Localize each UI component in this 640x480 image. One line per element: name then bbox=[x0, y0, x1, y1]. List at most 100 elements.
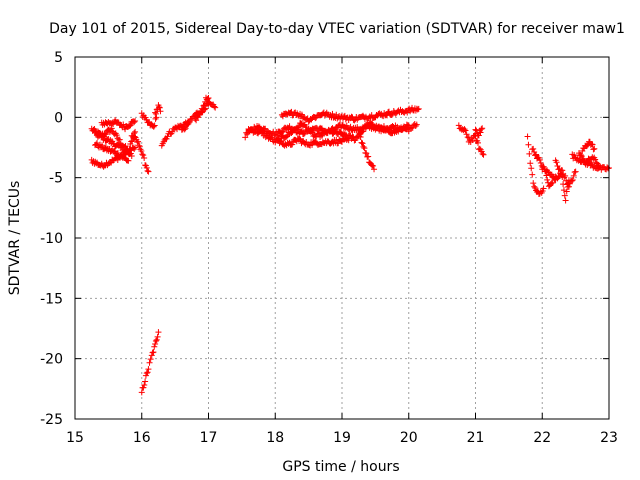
data-point bbox=[132, 117, 139, 124]
data-point bbox=[152, 341, 159, 348]
data-point bbox=[472, 126, 479, 133]
data-point bbox=[415, 105, 422, 112]
data-track-3 bbox=[92, 129, 135, 159]
data-point bbox=[144, 369, 151, 376]
data-point bbox=[531, 183, 538, 190]
data-point bbox=[533, 151, 540, 158]
data-point bbox=[560, 181, 567, 188]
data-point bbox=[132, 144, 139, 151]
data-point bbox=[151, 343, 158, 350]
data-point bbox=[356, 131, 363, 138]
data-point bbox=[537, 160, 544, 167]
data-point bbox=[571, 169, 578, 176]
data-point bbox=[577, 151, 584, 158]
data-point bbox=[114, 119, 121, 126]
data-point bbox=[385, 108, 392, 115]
data-point bbox=[201, 102, 208, 109]
data-point bbox=[318, 132, 325, 139]
data-point bbox=[362, 125, 369, 132]
data-point bbox=[565, 177, 572, 184]
data-point bbox=[143, 164, 150, 171]
data-track-10 bbox=[138, 329, 162, 396]
data-point bbox=[455, 122, 462, 129]
data-point bbox=[126, 122, 133, 129]
x-tick-label: 22 bbox=[533, 430, 551, 446]
data-track-25 bbox=[552, 157, 572, 204]
data-point bbox=[152, 337, 159, 344]
data-point bbox=[571, 152, 578, 159]
data-point bbox=[156, 104, 163, 111]
chart-title: Day 101 of 2015, Sidereal Day-to-day VTE… bbox=[49, 21, 625, 37]
data-point bbox=[572, 168, 579, 175]
data-point bbox=[371, 166, 378, 173]
data-point bbox=[296, 123, 303, 130]
data-points bbox=[88, 94, 612, 396]
data-point bbox=[151, 122, 158, 129]
data-point bbox=[131, 119, 138, 126]
data-point bbox=[588, 160, 595, 167]
data-track-27 bbox=[579, 138, 598, 154]
data-point bbox=[182, 125, 189, 132]
data-point bbox=[559, 173, 566, 180]
data-track-28 bbox=[575, 150, 602, 169]
data-point bbox=[300, 131, 307, 138]
data-point bbox=[128, 152, 135, 159]
data-point bbox=[308, 128, 315, 135]
data-point bbox=[149, 349, 156, 356]
data-track-8 bbox=[138, 110, 160, 130]
data-point bbox=[211, 103, 218, 110]
data-point bbox=[297, 127, 304, 134]
data-point bbox=[591, 145, 598, 152]
y-axis-label: SDTVAR / TECUs bbox=[7, 181, 23, 296]
data-track-21 bbox=[472, 125, 486, 139]
data-point bbox=[528, 165, 535, 172]
x-tick-label: 16 bbox=[133, 430, 151, 446]
data-point bbox=[549, 179, 556, 186]
data-point bbox=[329, 110, 336, 117]
data-point bbox=[138, 148, 145, 155]
data-point bbox=[303, 124, 310, 131]
data-point bbox=[363, 150, 370, 157]
y-tick-label: 0 bbox=[54, 110, 63, 126]
data-point bbox=[564, 184, 571, 191]
data-point bbox=[131, 133, 138, 140]
data-point bbox=[288, 130, 295, 137]
data-point bbox=[357, 133, 364, 140]
data-point bbox=[113, 132, 120, 139]
data-point bbox=[136, 143, 143, 150]
data-track-19 bbox=[455, 122, 472, 141]
data-point bbox=[412, 122, 419, 129]
data-point bbox=[369, 162, 376, 169]
data-point bbox=[150, 123, 157, 130]
data-point bbox=[526, 150, 533, 157]
data-point bbox=[135, 142, 142, 149]
data-point bbox=[152, 110, 159, 117]
data-track-17 bbox=[275, 135, 352, 149]
data-point bbox=[289, 141, 296, 148]
data-track-15 bbox=[245, 119, 412, 146]
data-track-9 bbox=[152, 102, 164, 117]
data-point bbox=[296, 135, 303, 142]
data-point bbox=[405, 122, 412, 129]
axis-ticks: 15 16 17 18 19 20 21 22 23 5 0 -5 -10 -15 -20 -25 bbox=[40, 50, 618, 446]
data-track-20 bbox=[465, 132, 487, 158]
data-point bbox=[562, 197, 569, 204]
data-point bbox=[150, 349, 157, 356]
data-point bbox=[561, 192, 568, 199]
data-point bbox=[101, 133, 108, 140]
data-point bbox=[200, 102, 207, 109]
data-point bbox=[138, 389, 145, 396]
data-point bbox=[530, 180, 537, 187]
data-point bbox=[141, 381, 148, 388]
data-point bbox=[365, 153, 372, 160]
data-point bbox=[560, 187, 567, 194]
data-point bbox=[145, 168, 152, 175]
data-point bbox=[154, 333, 161, 340]
data-point bbox=[477, 129, 484, 136]
data-point bbox=[351, 117, 358, 124]
data-point bbox=[593, 159, 600, 166]
data-point bbox=[153, 114, 160, 121]
data-point bbox=[153, 336, 160, 343]
data-point bbox=[193, 117, 200, 124]
data-point bbox=[127, 122, 134, 129]
